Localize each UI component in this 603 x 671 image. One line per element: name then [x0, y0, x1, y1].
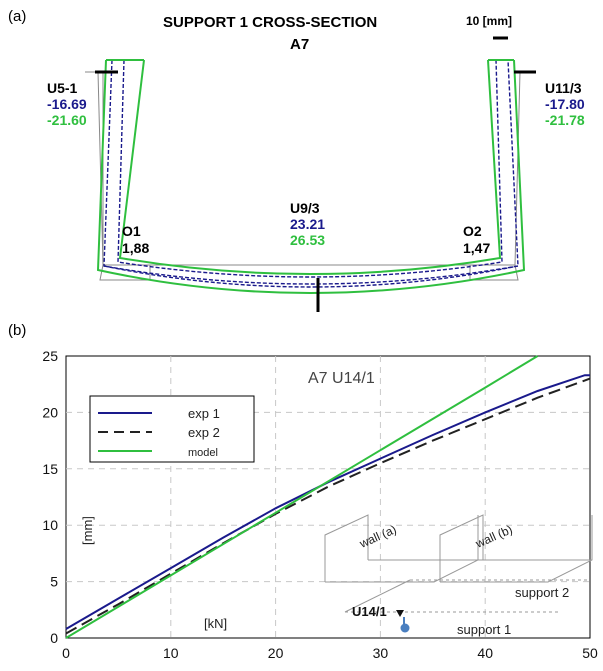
panel-b-tag: (b)	[8, 322, 27, 339]
point-u9-name: U9/3	[290, 200, 320, 216]
x-tick-label: 30	[373, 645, 389, 661]
sensor-arrow-icon	[396, 610, 404, 617]
legend-label-exp2: exp 2	[188, 425, 220, 440]
point-u5-name: U5-1	[47, 80, 78, 96]
y-tick-label: 0	[50, 630, 58, 646]
point-u5-model: -21.60	[47, 112, 87, 128]
y-tick-label: 25	[42, 348, 58, 364]
point-o1-value: 1,88	[122, 240, 150, 256]
series-line-2	[65, 377, 591, 635]
sensor-dot-icon	[400, 623, 410, 633]
y-tick-label: 15	[42, 461, 58, 477]
x-tick-labels: 0 10 20 30 40 50	[62, 645, 598, 661]
point-u9-exp: 23.21	[290, 216, 326, 232]
legend-label-exp1: exp 1	[188, 406, 220, 421]
legend: exp 1 exp 2 model	[89, 395, 255, 463]
chart-title: A7 U14/1	[308, 370, 375, 387]
cross-section-diagram	[85, 36, 536, 312]
cross-section-title: SUPPORT 1 CROSS-SECTION	[163, 14, 378, 31]
y-axis-label: [mm]	[80, 516, 95, 545]
panel-a-tag: (a)	[8, 8, 27, 25]
x-tick-label: 0	[62, 645, 70, 661]
inset-support-1: support 1	[457, 622, 511, 637]
series-line-1	[65, 374, 590, 630]
inset-support-2: support 2	[515, 585, 569, 600]
point-o2-value: 1,47	[463, 240, 491, 256]
inset-sensor-label: U14/1	[352, 604, 387, 619]
legend-label-model: model	[188, 447, 218, 459]
y-tick-label: 10	[42, 517, 58, 533]
point-u11-name: U11/3	[545, 80, 582, 96]
y-tick-label: 5	[50, 574, 58, 590]
series-lines	[65, 355, 591, 639]
y-tick-label: 20	[42, 404, 58, 420]
x-tick-label: 50	[582, 645, 598, 661]
point-o2-name: O2	[463, 223, 482, 239]
model-profile	[96, 59, 526, 294]
inset-schematic	[324, 514, 593, 613]
point-u11-exp: -17.80	[545, 96, 585, 112]
y-tick-labels: 0 5 10 15 20 25	[42, 348, 58, 646]
x-axis-label: [kN]	[204, 616, 227, 631]
point-o1-name: O1	[122, 223, 141, 239]
series-line-3	[65, 355, 539, 639]
point-u9-model: 26.53	[290, 232, 326, 248]
point-u11-model: -21.78	[545, 112, 585, 128]
x-tick-label: 20	[268, 645, 284, 661]
cross-section-subtitle: A7	[290, 36, 310, 53]
x-tick-label: 10	[163, 645, 179, 661]
scale-label: 10 [mm]	[466, 14, 513, 28]
point-u5-exp: -16.69	[47, 96, 87, 112]
exp-profile	[103, 59, 519, 288]
x-tick-label: 40	[477, 645, 493, 661]
